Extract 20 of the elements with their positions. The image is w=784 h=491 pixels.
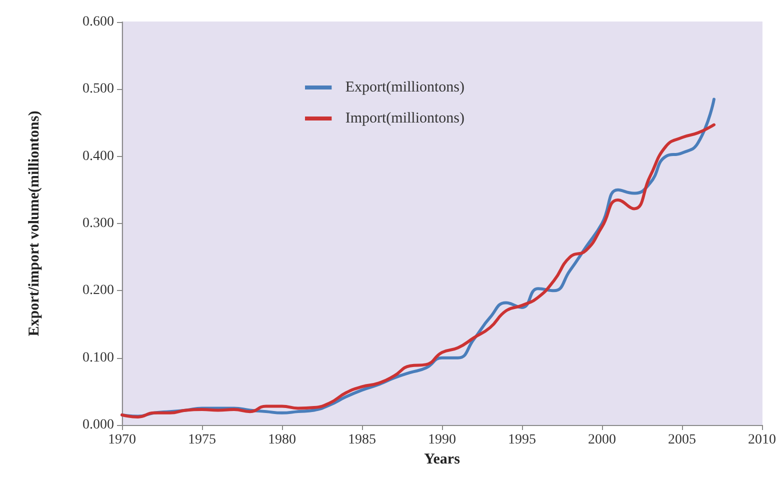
x-tick-label: 1975 (188, 432, 216, 448)
y-tick-label: 0.600 (82, 14, 114, 30)
legend-label: Export(milliontons) (345, 80, 465, 96)
y-tick-label: 0.500 (82, 82, 114, 97)
y-tick-label: 0.100 (82, 350, 114, 366)
y-tick-label: 0.400 (82, 148, 114, 164)
y-tick-label: 0.200 (82, 283, 114, 298)
y-tick-label: 0.300 (82, 216, 114, 231)
x-tick-label: 2010 (748, 432, 776, 448)
legend-label: Import(milliontons) (345, 110, 465, 126)
x-tick-label: 2000 (588, 432, 616, 448)
x-axis-title: Years (424, 451, 460, 468)
y-tick-label: 0.000 (82, 418, 114, 432)
y-axis-title: Export/import volume(milliontons) (26, 110, 42, 336)
x-tick-label: 1985 (348, 432, 376, 448)
x-tick-label: 1990 (428, 432, 456, 448)
x-tick-label: 1995 (508, 432, 536, 448)
x-tick-label: 1970 (108, 432, 136, 448)
x-tick-label: 2005 (668, 432, 696, 448)
x-tick-label: 1980 (268, 432, 296, 448)
